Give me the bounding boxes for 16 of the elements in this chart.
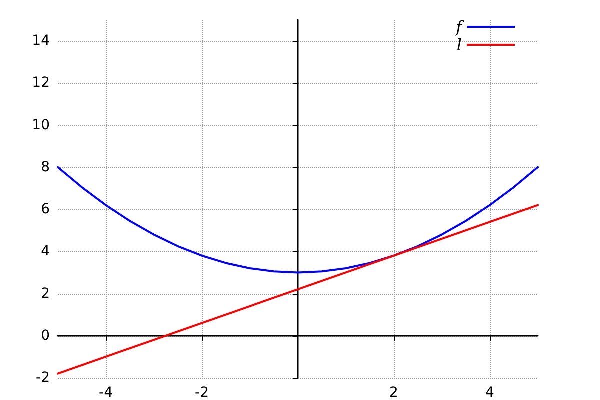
y-tick-label: 8 <box>41 159 50 176</box>
legend-label: f <box>455 18 466 36</box>
x-tick-label: 4 <box>486 385 495 400</box>
y-tick-label: 10 <box>32 117 50 134</box>
y-tick-label: -2 <box>36 370 50 386</box>
y-tick-label: 6 <box>41 202 50 218</box>
y-tick-label: 14 <box>32 33 50 50</box>
legend-label: l <box>456 36 462 54</box>
line-series <box>57 166 539 274</box>
y-tick-label: 0 <box>41 328 50 344</box>
y-tick-label: 2 <box>41 286 50 302</box>
y-tick-label: 12 <box>32 75 50 92</box>
x-tick-label: 2 <box>390 385 398 400</box>
y-tick-label: 4 <box>41 244 50 260</box>
x-tick-label: -2 <box>195 385 209 400</box>
x-tick-label: -4 <box>99 385 114 400</box>
